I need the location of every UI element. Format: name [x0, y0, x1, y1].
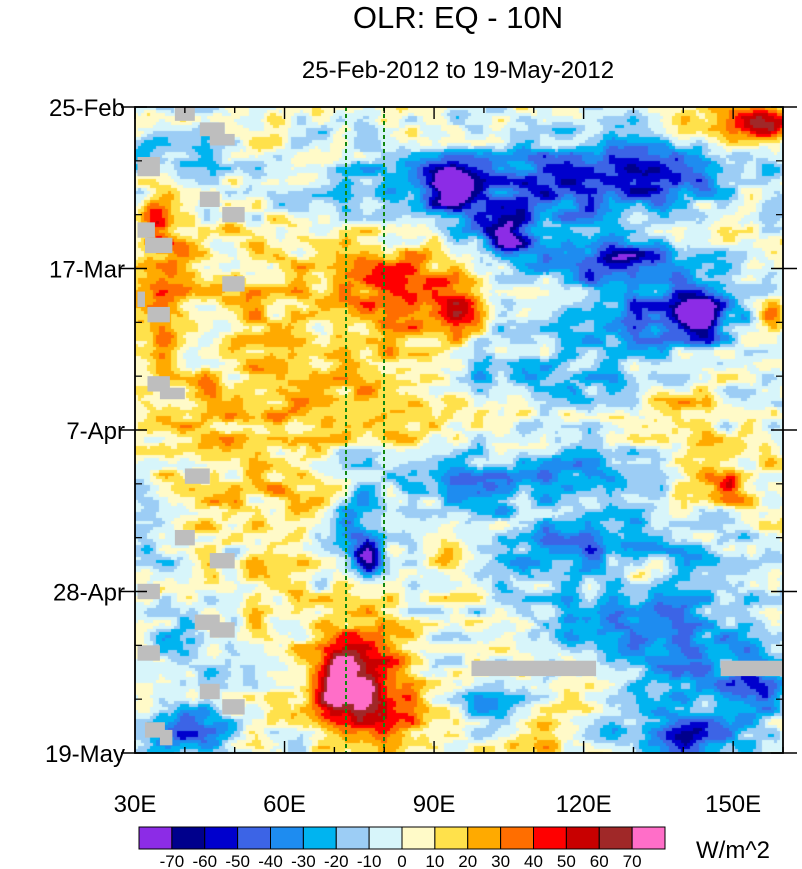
missing-data-patch	[209, 622, 235, 638]
olr-field	[135, 107, 783, 753]
x-tick-label: 90E	[413, 791, 456, 818]
colorbar-label: -40	[258, 852, 283, 869]
missing-data-patch	[159, 729, 173, 746]
colorbar-swatch	[204, 826, 239, 850]
x-tick-label: 120E	[556, 791, 612, 818]
missing-data-patch	[147, 306, 170, 323]
y-axis: 25-Feb 17-Mar 7-Apr 28-Apr 19-May	[45, 95, 797, 768]
colorbar-label: -10	[357, 852, 382, 869]
colorbar-swatch	[467, 826, 502, 850]
y-tick-label: 17-Mar	[49, 257, 125, 284]
missing-data-patch	[137, 645, 160, 661]
colorbar-swatch	[598, 826, 633, 850]
colorbar-label: -70	[160, 852, 185, 869]
colorbar-swatch	[631, 826, 666, 850]
colorbar-swatch	[302, 826, 337, 850]
missing-data-patch	[209, 553, 235, 569]
colorbar-label: -30	[291, 852, 316, 869]
colorbar-swatch	[500, 826, 534, 850]
colorbar-swatch	[335, 826, 370, 850]
missing-data-patch	[199, 683, 220, 700]
colorbar-swatch	[171, 826, 206, 850]
missing-data-patch	[137, 156, 160, 177]
missing-data-patch	[159, 387, 185, 400]
colorbar-swatch	[533, 826, 567, 850]
chart-title: OLR: EQ - 10N	[353, 0, 563, 35]
y-tick-label: 28-Apr	[53, 580, 125, 607]
colorbar-label: 0	[397, 852, 406, 869]
colorbar-label: 40	[524, 852, 543, 869]
colorbar-label: -50	[225, 852, 250, 869]
missing-data-patch	[222, 206, 245, 223]
x-axis: 30E 60E 90E 120E 150E	[114, 107, 784, 818]
missing-data-patch	[174, 107, 195, 121]
missing-data-patch	[222, 276, 245, 292]
missing-data-patch	[174, 529, 195, 546]
colorbar-label: 70	[623, 852, 642, 869]
colorbar-swatch	[434, 826, 469, 850]
colorbar-label: 50	[557, 852, 576, 869]
colorbar-label: -60	[192, 852, 217, 869]
colorbar-swatch	[270, 826, 304, 850]
missing-data-patch	[720, 660, 783, 677]
x-tick-label: 30E	[114, 791, 157, 818]
missing-data-patch	[184, 468, 210, 484]
colorbar-label: 20	[458, 852, 477, 869]
missing-data-patch	[209, 133, 235, 146]
y-tick-label: 19-May	[45, 741, 125, 768]
colorbar-swatch	[237, 826, 271, 850]
y-tick-label: 25-Feb	[49, 95, 125, 122]
missing-data-patch	[137, 222, 155, 238]
colorbar-label: 60	[590, 852, 609, 869]
missing-data-patch	[199, 191, 220, 207]
x-tick-label: 150E	[705, 791, 761, 818]
colorbar-swatch	[138, 826, 173, 850]
colorbar-units: W/m^2	[696, 837, 770, 864]
colorbar-swatch	[565, 826, 600, 850]
y-tick-label: 7-Apr	[66, 418, 125, 445]
missing-data-patch	[144, 237, 173, 254]
colorbar: -70 -60 -50 -40 -30 -20 -10 0 10 20 30 40 50 60 70	[138, 826, 666, 869]
chart-subtitle: 25-Feb-2012 to 19-May-2012	[302, 57, 614, 84]
missing-data-patch	[222, 699, 245, 715]
missing-data-patch	[137, 583, 160, 600]
colorbar-label: -20	[324, 852, 349, 869]
missing-data-patch	[137, 291, 145, 307]
colorbar-label: 10	[425, 852, 444, 869]
colorbar-label: 30	[491, 852, 510, 869]
colorbar-swatch	[368, 826, 403, 850]
x-tick-label: 60E	[263, 791, 306, 818]
missing-data-patch	[471, 660, 597, 677]
missing-data-patch	[147, 376, 170, 392]
missing-data-layer	[137, 107, 783, 746]
colorbar-swatch	[401, 826, 436, 850]
plot-area	[134, 106, 784, 754]
missing-data-patch	[199, 122, 225, 137]
